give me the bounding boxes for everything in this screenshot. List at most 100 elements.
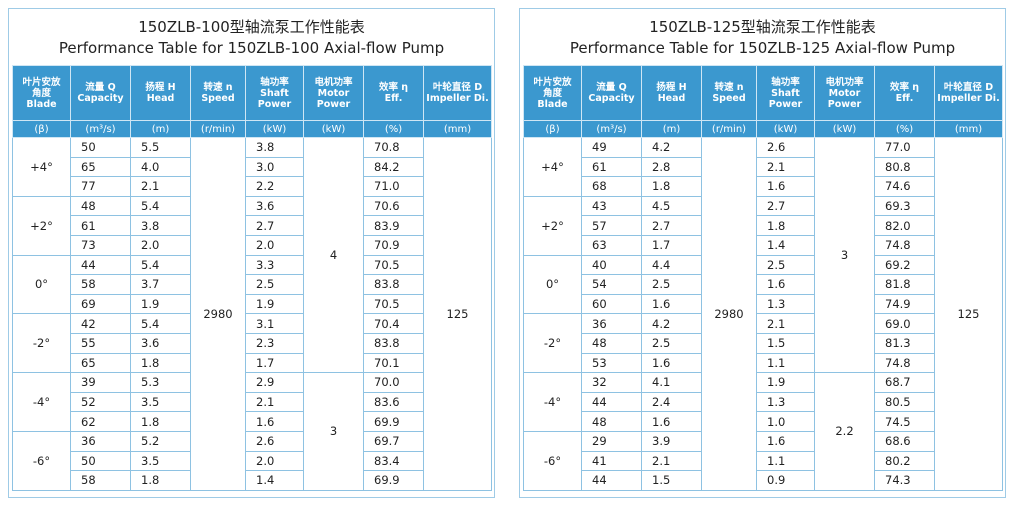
- efficiency: 70.4: [363, 313, 424, 334]
- data-row: 52 3.5 2.1 83.6: [13, 391, 492, 413]
- header-line: Shaft: [260, 87, 289, 99]
- blade-angle: 0°: [12, 254, 71, 315]
- capacity: 42: [70, 313, 131, 334]
- shaft-power: 2.0: [245, 450, 304, 472]
- header-line: 叶轮直径 D: [432, 82, 483, 93]
- blade-angle: +4°: [12, 137, 71, 197]
- title-en: Performance Table for 150ZLB-125 Axial-f…: [569, 39, 956, 57]
- capacity: 77: [70, 176, 131, 197]
- capacity: 48: [581, 332, 642, 354]
- data-row: 41 2.1 1.1 80.2: [524, 450, 1003, 472]
- header-cell: 转速 n Speed: [701, 65, 757, 121]
- capacity: 48: [581, 411, 642, 432]
- capacity: 50: [70, 450, 131, 472]
- head: 1.6: [641, 352, 702, 374]
- head: 1.8: [130, 411, 191, 432]
- unit-cell: (β): [12, 120, 71, 138]
- header-cell: 扬程 H Head: [130, 65, 191, 121]
- unit-cell: (m³/s): [70, 120, 131, 138]
- efficiency: 83.8: [363, 274, 424, 295]
- capacity: 62: [70, 411, 131, 432]
- table-body: +4° 50 5.5 2980 3.8 4 70.8 125 65 4.0 3.0 84.2 77 2.1…: [12, 136, 492, 491]
- head: 2.0: [130, 234, 191, 256]
- head: 4.2: [641, 313, 702, 334]
- header-cell: 转速 n Speed: [190, 65, 246, 121]
- capacity: 61: [70, 215, 131, 236]
- unit-cell: (kW): [756, 120, 815, 138]
- shaft-power: 1.6: [756, 274, 815, 295]
- shaft-power: 1.9: [245, 293, 304, 315]
- efficiency: 74.3: [874, 470, 935, 491]
- head: 4.1: [641, 372, 702, 393]
- capacity: 65: [70, 352, 131, 374]
- shaft-power: 2.9: [245, 372, 304, 393]
- impeller-diameter: 125: [423, 137, 492, 491]
- speed: 2980: [701, 137, 757, 491]
- shaft-power: 2.2: [245, 176, 304, 197]
- head: 1.8: [130, 352, 191, 374]
- efficiency: 68.7: [874, 372, 935, 393]
- data-row: 61 3.8 2.7 83.9: [13, 215, 492, 236]
- head: 3.5: [130, 450, 191, 472]
- efficiency: 83.4: [363, 450, 424, 472]
- capacity: 68: [581, 176, 642, 197]
- data-row: 55 3.6 2.3 83.8: [13, 332, 492, 354]
- capacity: 58: [70, 274, 131, 295]
- header-line: Motor: [828, 87, 861, 99]
- capacity: 53: [581, 352, 642, 374]
- header-cell: 叶片安放 角度 Blade: [12, 65, 71, 121]
- header-line: 效率 η: [378, 82, 409, 93]
- data-row: 69 1.9 1.9 70.5: [13, 293, 492, 315]
- shaft-power: 1.7: [245, 352, 304, 374]
- head: 1.9: [130, 293, 191, 315]
- data-row: 58 1.8 1.4 69.9: [13, 470, 492, 491]
- header-line: 流量 Q: [596, 82, 627, 93]
- title-cn: 150ZLB-125型轴流泵工作性能表: [649, 18, 876, 36]
- header-line: Blade: [537, 98, 568, 110]
- header-line: 扬程 H: [656, 82, 687, 93]
- efficiency: 80.2: [874, 450, 935, 472]
- capacity: 55: [70, 332, 131, 354]
- head: 2.4: [641, 391, 702, 413]
- data-row: 54 2.5 1.6 81.8: [524, 274, 1003, 295]
- header-line: Capacity: [77, 93, 124, 104]
- blade-angle: +2°: [12, 195, 71, 256]
- capacity: 44: [70, 254, 131, 276]
- table-panel: 150ZLB-100型轴流泵工作性能表 Performance Table for…: [8, 8, 495, 498]
- shaft-power: 2.1: [756, 313, 815, 334]
- head: 1.8: [641, 176, 702, 197]
- shaft-power: 1.6: [756, 176, 815, 197]
- data-row: 73 2.0 2.0 70.9: [13, 234, 492, 256]
- unit-cell: (kW): [303, 120, 364, 138]
- header-cell: 叶轮直径 D Impeller Di.: [934, 65, 1003, 121]
- shaft-power: 1.3: [756, 293, 815, 315]
- blade-angle: 0°: [523, 254, 582, 315]
- shaft-power: 1.6: [756, 430, 815, 452]
- data-row: 50 3.5 2.0 83.4: [13, 450, 492, 472]
- shaft-power: 1.1: [756, 450, 815, 472]
- shaft-power: 2.3: [245, 332, 304, 354]
- efficiency: 83.9: [363, 215, 424, 236]
- capacity: 69: [70, 293, 131, 315]
- motor-power: 2.2: [814, 372, 875, 491]
- blade-angle: +4°: [523, 137, 582, 197]
- head: 1.8: [130, 470, 191, 491]
- performance-table: 叶片安放 角度 Blade 流量 Q Capacity 扬程 H Head 转速 n Speed…: [12, 65, 492, 491]
- capacity: 57: [581, 215, 642, 236]
- header-line: 叶片安放: [533, 76, 572, 88]
- head: 2.1: [641, 450, 702, 472]
- efficiency: 74.9: [874, 293, 935, 315]
- head: 4.0: [130, 156, 191, 178]
- header-line: 叶片安放: [22, 76, 61, 88]
- shaft-power: 1.5: [756, 332, 815, 354]
- header-line: Power: [316, 98, 351, 110]
- data-row: -2° 42 5.4 3.1 70.4: [12, 313, 492, 374]
- efficiency: 74.6: [874, 176, 935, 197]
- header-cell: 效率 η Eff.: [874, 65, 935, 121]
- head: 5.4: [130, 195, 191, 217]
- unit-cell: (%): [874, 120, 935, 138]
- shaft-power: 2.6: [756, 137, 815, 158]
- header-cell: 叶片安放 角度 Blade: [523, 65, 582, 121]
- capacity: 73: [70, 234, 131, 256]
- header-cell: 效率 η Eff.: [363, 65, 424, 121]
